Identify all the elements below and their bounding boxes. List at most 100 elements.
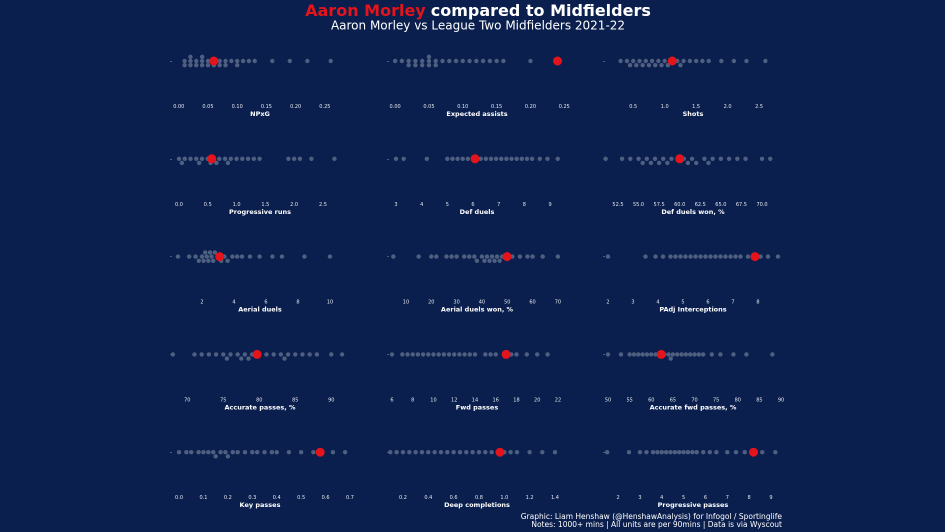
population-dot xyxy=(773,450,778,455)
population-dot xyxy=(666,352,671,357)
x-tick-label: 67.5 xyxy=(736,202,747,208)
x-tick-label: 9 xyxy=(548,202,551,208)
population-dot xyxy=(302,254,307,259)
population-dot xyxy=(206,258,211,263)
population-dot xyxy=(514,450,520,455)
population-dot xyxy=(279,254,285,259)
population-dot xyxy=(420,352,426,357)
population-dot xyxy=(339,352,345,357)
x-tick-label: 6 xyxy=(471,202,474,208)
population-dot xyxy=(545,352,550,357)
population-dot xyxy=(540,450,545,455)
population-dot xyxy=(451,450,456,455)
population-dot xyxy=(653,62,658,68)
x-axis-label: Def duels xyxy=(460,208,495,216)
population-dot xyxy=(401,156,406,161)
population-dot xyxy=(552,450,558,455)
population-dot xyxy=(394,450,399,455)
population-dot xyxy=(640,352,645,357)
population-dot xyxy=(555,156,560,161)
x-tick-label: 75 xyxy=(713,397,719,403)
population-dot xyxy=(426,54,432,60)
population-dot xyxy=(464,450,469,455)
population-dot xyxy=(270,254,275,259)
population-dot xyxy=(433,58,438,64)
population-dot xyxy=(745,254,751,259)
x-tick-label: 0.25 xyxy=(559,104,570,110)
x-tick-label: 0.00 xyxy=(390,104,401,110)
population-dot xyxy=(436,352,441,357)
x-tick-label: 0.5 xyxy=(629,104,637,110)
title: Aaron Morley compared to Midfielders xyxy=(305,1,651,20)
x-tick-label: 55 xyxy=(626,397,632,403)
population-dot xyxy=(759,156,765,161)
population-dot xyxy=(212,250,217,255)
population-dot xyxy=(529,156,535,161)
population-dot xyxy=(291,156,297,161)
population-dot xyxy=(239,356,244,361)
x-tick-label: 0.25 xyxy=(319,104,330,110)
x-tick-label: 0.5 xyxy=(204,202,212,208)
x-tick-label: 22 xyxy=(555,397,561,403)
x-tick-label: 2 xyxy=(606,300,609,306)
x-tick-label: 12 xyxy=(451,397,457,403)
x-tick-label: 10 xyxy=(327,300,333,306)
population-dot xyxy=(269,450,275,455)
population-dot xyxy=(217,62,222,68)
population-dot xyxy=(182,62,187,68)
population-dot xyxy=(677,450,682,455)
x-tick-label: 30 xyxy=(453,300,459,306)
x-tick-label: 3 xyxy=(631,300,634,306)
population-dot xyxy=(479,254,485,259)
population-dot xyxy=(530,254,535,259)
population-dot xyxy=(235,62,240,68)
population-dot xyxy=(655,450,660,455)
population-dot xyxy=(207,250,213,255)
population-dot xyxy=(405,352,410,357)
x-tick-label: 0.4 xyxy=(273,495,281,501)
population-dot xyxy=(393,156,399,161)
population-dot xyxy=(665,160,670,166)
x-tick-label: 70 xyxy=(555,300,561,306)
population-dot xyxy=(687,58,693,64)
population-dot xyxy=(660,254,666,259)
population-dot xyxy=(431,352,436,357)
population-dot xyxy=(528,58,533,64)
population-dot xyxy=(221,352,226,357)
population-dot xyxy=(300,352,305,357)
population-dot xyxy=(668,254,673,259)
population-dot xyxy=(467,58,472,64)
population-dot xyxy=(494,254,500,259)
population-dot xyxy=(656,160,662,166)
x-tick-label: 6 xyxy=(704,495,707,501)
population-dot xyxy=(775,254,781,259)
x-tick-label: 0.5 xyxy=(297,495,305,501)
player-dot xyxy=(502,252,512,262)
x-tick-label: 70 xyxy=(184,397,190,403)
x-tick-label: 0.1 xyxy=(199,495,207,501)
x-tick-label: 4 xyxy=(660,495,663,501)
population-dot xyxy=(407,450,412,455)
x-tick-label: 90 xyxy=(328,397,334,403)
population-dot xyxy=(413,450,418,455)
population-dot xyxy=(388,450,393,455)
population-dot xyxy=(646,62,652,68)
population-dot xyxy=(406,58,411,64)
population-dot xyxy=(285,352,291,357)
population-dot xyxy=(314,352,320,357)
population-dot xyxy=(450,156,455,161)
x-tick-label: 1.0 xyxy=(500,495,508,501)
x-tick-label: 5 xyxy=(681,300,684,306)
population-dot xyxy=(649,352,654,357)
population-dot xyxy=(537,156,542,161)
population-dot xyxy=(640,160,645,166)
population-dot xyxy=(501,58,506,64)
x-tick-label: 2 xyxy=(200,300,203,306)
population-dot xyxy=(257,254,262,259)
population-dot xyxy=(770,352,775,357)
population-dot xyxy=(519,156,525,161)
population-dot xyxy=(683,254,688,259)
population-dot xyxy=(224,356,230,361)
x-tick-label: 7 xyxy=(497,202,500,208)
x-tick-label: 80 xyxy=(256,397,262,403)
